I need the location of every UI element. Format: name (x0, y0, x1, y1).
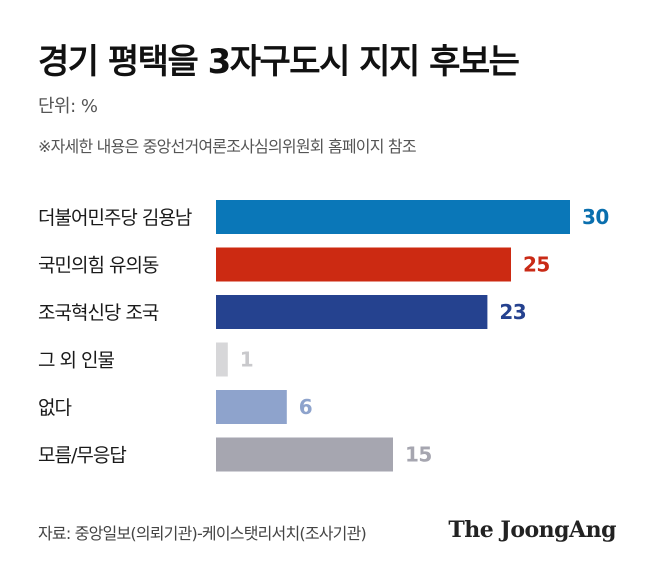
category-label: 모름/무응답 (38, 445, 126, 467)
bar (216, 200, 570, 234)
category-label: 국민의힘 유의동 (38, 255, 159, 277)
value-label: 1 (240, 348, 253, 372)
bar (216, 390, 287, 424)
bar (216, 295, 488, 329)
value-label: 6 (299, 395, 312, 419)
value-label: 15 (405, 443, 432, 467)
source-text: 자료: 중앙일보(의뢰기관)-케이스탯리서치(조사기관) (38, 524, 367, 543)
unit-label: 단위: % (38, 96, 98, 117)
bar (216, 247, 511, 282)
category-label: 그 외 인물 (38, 350, 115, 372)
value-label: 25 (523, 253, 550, 277)
note-text: ※자세한 내용은 중앙선거여론조사심의위원회 홈페이지 참조 (38, 137, 417, 156)
category-label: 없다 (38, 397, 71, 419)
category-label: 조국혁신당 조국 (38, 302, 159, 324)
bar (216, 437, 393, 472)
value-label: 23 (499, 300, 526, 324)
value-label: 30 (582, 205, 609, 229)
category-label: 더불어민주당 김용남 (38, 207, 192, 229)
bar (216, 342, 228, 377)
publisher-logo: The JoongAng (448, 517, 616, 543)
chart-title: 경기 평택을 3자구도시 지지 후보는 (38, 42, 520, 82)
